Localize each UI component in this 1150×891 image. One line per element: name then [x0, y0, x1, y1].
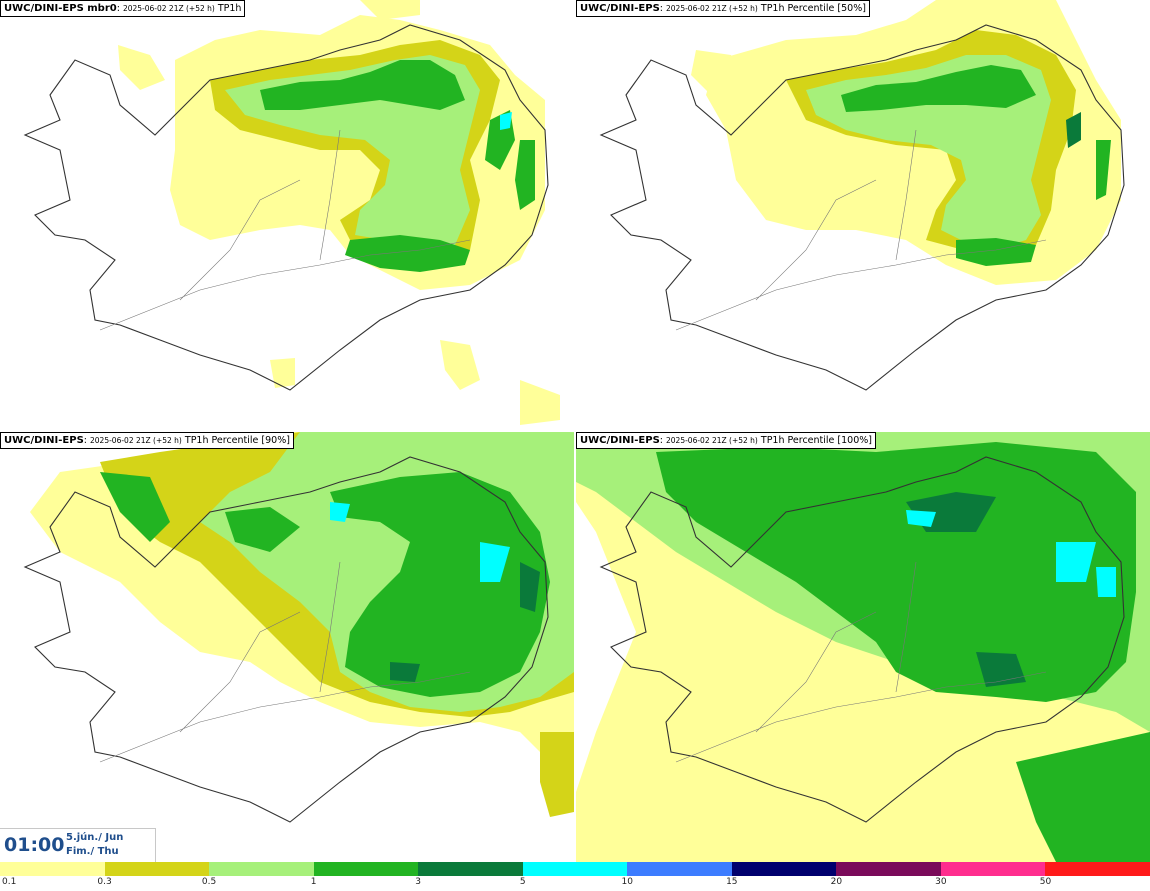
precip-colorbar — [0, 862, 1150, 876]
run-time: 2025-06-02 21Z (+52 h) — [90, 436, 182, 445]
precip-area-light — [270, 358, 295, 388]
precip-peak — [390, 662, 420, 682]
precip-core — [345, 235, 470, 272]
precip-area-light — [520, 380, 560, 425]
precip-area-moderate — [540, 732, 574, 817]
road-network — [99, 129, 471, 331]
field-name: TP1h Percentile [90%] — [184, 435, 290, 446]
precip-area-light — [691, 50, 746, 100]
iceland-coastline — [599, 24, 1125, 391]
model-name: UWC/DINI-EPS — [4, 435, 84, 446]
precip-map-p90 — [0, 432, 574, 862]
precip-peak — [330, 502, 350, 522]
precip-peak — [1056, 542, 1096, 582]
precip-peak — [480, 542, 510, 582]
precip-map-p100 — [576, 432, 1150, 862]
precip-peak — [520, 562, 540, 612]
precip-core — [515, 140, 535, 210]
colorbar-tick-label: 20 — [830, 877, 843, 887]
colorbar-segment — [836, 862, 941, 876]
valid-date: 5.jún./ Jun — [66, 832, 124, 843]
colorbar-segment — [731, 862, 837, 876]
colorbar-tick-label: 0.3 — [97, 877, 112, 887]
run-time: 2025-06-02 21Z (+52 h) — [666, 436, 758, 445]
colorbar-tick-label: 30 — [935, 877, 947, 887]
panel-title: UWC/DINI-EPS mbr0: 2025-06-02 21Z (+52 h… — [0, 0, 246, 17]
precip-core — [225, 507, 300, 552]
road-network — [99, 561, 471, 763]
colorbar-tick-label: 50 — [1039, 877, 1052, 887]
valid-weekday: Fim./ Thu — [66, 846, 119, 857]
precip-area-light — [440, 340, 480, 390]
valid-time-box: 01:00 5.jún./ Jun Fim./ Thu — [0, 828, 156, 863]
colorbar-segment — [522, 862, 628, 876]
precip-peak — [906, 510, 936, 527]
road-network — [675, 129, 1047, 331]
field-name: TP1h — [217, 3, 242, 14]
valid-time: 01:00 — [4, 834, 65, 856]
precip-area-light — [118, 45, 165, 90]
colorbar-tick-label: 5 — [519, 877, 526, 887]
colorbar-tick-label: 15 — [726, 877, 738, 887]
colorbar-tick-label: 1 — [310, 877, 317, 887]
run-time: 2025-06-02 21Z (+52 h) — [666, 4, 758, 13]
map-panel-p50: UWC/DINI-EPS: 2025-06-02 21Z (+52 h) TP1… — [576, 0, 1150, 430]
precip-core — [1016, 732, 1150, 862]
colorbar-segment — [1045, 862, 1150, 876]
colorbar-tick-label: 0.5 — [201, 877, 217, 887]
panel-title: UWC/DINI-EPS: 2025-06-02 21Z (+52 h) TP1… — [0, 432, 294, 449]
iceland-coastline — [599, 456, 1125, 823]
colorbar-labels: 0.1 0.3 0.5 1 3 5 10 15 20 30 50 — [0, 877, 1150, 891]
precip-core — [956, 238, 1036, 266]
precip-core — [656, 442, 1136, 702]
precip-core — [841, 65, 1036, 112]
road-network — [675, 561, 1047, 763]
precip-peak — [500, 112, 512, 130]
precip-map-p50 — [599, 0, 1125, 391]
map-panel-mbr0: UWC/DINI-EPS mbr0: 2025-06-02 21Z (+52 h… — [0, 0, 574, 430]
precip-core — [1096, 140, 1111, 200]
model-name: UWC/DINI-EPS — [580, 435, 660, 446]
precip-map-mbr0 — [23, 0, 560, 425]
colorbar-segment — [209, 862, 314, 876]
colorbar-segment — [627, 862, 732, 876]
colorbar-segment — [418, 862, 523, 876]
run-time: 2025-06-02 21Z (+52 h) — [122, 4, 215, 13]
map-panel-p90: UWC/DINI-EPS: 2025-06-02 21Z (+52 h) TP1… — [0, 432, 574, 862]
precip-core — [100, 472, 170, 542]
colorbar-segment — [104, 862, 210, 876]
map-panel-p100: UWC/DINI-EPS: 2025-06-02 21Z (+52 h) TP1… — [576, 432, 1150, 862]
iceland-coastline — [23, 24, 549, 391]
panel-title: UWC/DINI-EPS: 2025-06-02 21Z (+52 h) TP1… — [576, 432, 876, 449]
precip-peak — [1066, 112, 1081, 148]
colorbar-tick-label: 10 — [621, 877, 633, 887]
iceland-coastline — [23, 456, 549, 823]
panel-title: UWC/DINI-EPS: 2025-06-02 21Z (+52 h) TP1… — [576, 0, 870, 17]
colorbar-segment — [940, 862, 1046, 876]
precip-peak — [1096, 567, 1116, 597]
colorbar-segment — [0, 862, 105, 876]
colorbar-tick-label: 0.1 — [2, 877, 17, 887]
model-name: UWC/DINI-EPS mbr0 — [4, 3, 117, 14]
panel-divider — [0, 430, 1150, 432]
precip-core — [330, 472, 550, 697]
colorbar-segment — [313, 862, 419, 876]
precip-core — [260, 60, 465, 110]
precip-area-light — [360, 0, 420, 20]
model-name: UWC/DINI-EPS — [580, 3, 660, 14]
field-name: TP1h Percentile [50%] — [760, 3, 866, 14]
colorbar-tick-label: 3 — [415, 877, 422, 887]
field-name: TP1h Percentile [100%] — [760, 435, 872, 446]
